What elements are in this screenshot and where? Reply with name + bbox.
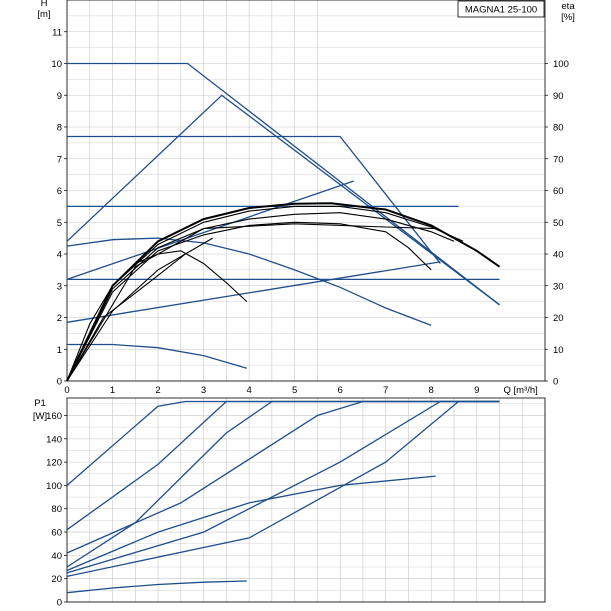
head-curve bbox=[67, 135, 441, 264]
x-tick-label: 6 bbox=[337, 385, 342, 396]
y-tick-label-right: 70 bbox=[553, 154, 564, 165]
power-curve bbox=[66, 400, 500, 568]
y-tick-label-left: 10 bbox=[51, 59, 62, 70]
y-tick-label-left: 3 bbox=[57, 281, 62, 292]
y-tick-label-lower: 160 bbox=[46, 411, 62, 422]
lower-plot-frame bbox=[66, 397, 546, 603]
x-tick-label: 8 bbox=[429, 385, 434, 396]
efficiency-curve bbox=[66, 205, 464, 382]
y-tick-label-left: 6 bbox=[57, 186, 62, 197]
y-tick-label-lower: 20 bbox=[51, 574, 62, 585]
y-tick-label-right: 90 bbox=[553, 91, 564, 102]
x-tick-label: 1 bbox=[110, 385, 115, 396]
x-tick-label: 0 bbox=[64, 385, 69, 396]
y-tick-label-right: 80 bbox=[553, 123, 564, 134]
head-curve bbox=[67, 343, 247, 369]
y-tick-label-right: 10 bbox=[553, 345, 564, 356]
head-curve bbox=[66, 180, 355, 281]
y-tick-label-left: 5 bbox=[57, 218, 62, 229]
title-box-frame bbox=[457, 0, 545, 18]
y-tick-label-left: 9 bbox=[57, 91, 62, 102]
x-tick-label: 3 bbox=[201, 385, 206, 396]
y-tick-label-left: 0 bbox=[57, 377, 62, 388]
y-tick-label-lower: 60 bbox=[51, 528, 62, 539]
y-tick-label-right: 20 bbox=[553, 313, 564, 324]
y-tick-label-left: 11 bbox=[52, 27, 62, 38]
y-tick-label-lower: 120 bbox=[46, 458, 62, 469]
title-box-label: MAGNA1 25-100 bbox=[465, 5, 537, 16]
y-tick-label-left: 4 bbox=[57, 250, 62, 261]
head-curve bbox=[66, 94, 500, 306]
y-axis-label-lower: P1 bbox=[34, 398, 46, 409]
y-tick-label-right: 50 bbox=[553, 218, 564, 229]
y-axis-label-left: H bbox=[41, 0, 48, 9]
y-tick-label-lower: 100 bbox=[46, 481, 62, 492]
x-tick-label: 2 bbox=[155, 385, 160, 396]
power-curve bbox=[66, 580, 247, 594]
y-axis-label-right: eta bbox=[561, 1, 575, 12]
y-tick-label-lower: 0 bbox=[57, 598, 62, 609]
title-box: MAGNA1 25-100 bbox=[457, 0, 545, 18]
x-tick-label: 7 bbox=[383, 385, 388, 396]
power-curve bbox=[66, 400, 500, 486]
efficiency-curve bbox=[66, 237, 213, 382]
head-curve bbox=[67, 62, 500, 306]
y-axis-unit-right: [%] bbox=[561, 12, 575, 23]
y-tick-label-right: 100 bbox=[553, 59, 569, 70]
y-tick-label-lower: 140 bbox=[46, 434, 62, 445]
y-tick-label-left: 7 bbox=[57, 154, 62, 165]
x-tick-label: 9 bbox=[474, 385, 479, 396]
power-curve bbox=[66, 400, 500, 554]
efficiency-curve bbox=[66, 221, 432, 382]
x-tick-label: 4 bbox=[246, 385, 251, 396]
y-tick-label-left: 1 bbox=[57, 345, 62, 356]
y-tick-label-right: 30 bbox=[553, 281, 564, 292]
efficiency-curve bbox=[66, 223, 436, 382]
y-tick-label-right: 40 bbox=[553, 250, 564, 261]
y-tick-label-left: 8 bbox=[57, 123, 62, 134]
efficiency-curve bbox=[66, 212, 455, 382]
x-tick-label: 5 bbox=[292, 385, 297, 396]
y-axis-unit-left: [m] bbox=[37, 9, 50, 20]
head-curve bbox=[66, 261, 441, 323]
efficiency-curve bbox=[66, 202, 501, 382]
upper-plot-area: 0 1 2 3 4 5 6 7 8 9 10 11 0 10 20 30 40 50 60 70 80 90 100 0 1 2 3… bbox=[37, 0, 575, 396]
power-curve bbox=[66, 400, 500, 578]
efficiency-curve bbox=[66, 253, 186, 382]
y-tick-label-lower: 40 bbox=[51, 551, 62, 562]
power-curve bbox=[66, 475, 436, 572]
y-tick-label-left: 2 bbox=[57, 313, 62, 324]
head-curve bbox=[66, 237, 432, 327]
y-tick-label-right: 0 bbox=[553, 377, 558, 388]
y-axis-unit-lower: [W] bbox=[33, 411, 47, 422]
y-tick-label-lower: 80 bbox=[51, 504, 62, 515]
y-tick-label-right: 60 bbox=[553, 186, 564, 197]
x-axis-label: Q [m³/h] bbox=[503, 385, 537, 396]
